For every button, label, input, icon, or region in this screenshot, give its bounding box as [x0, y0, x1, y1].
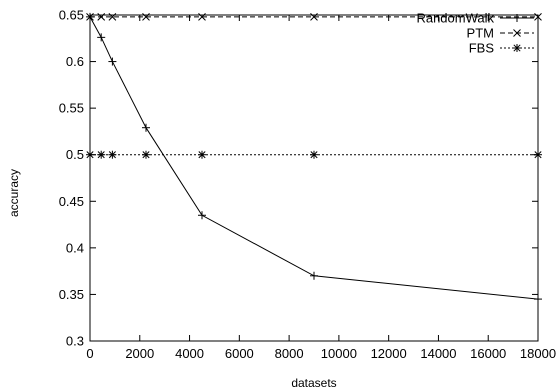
y-tick-label: 0.3 [66, 334, 84, 349]
y-tick-label: 0.45 [59, 194, 84, 209]
x-tick-label: 14000 [420, 346, 456, 361]
x-tick-label: 6000 [225, 346, 254, 361]
x-tick-label: 18000 [520, 346, 556, 361]
data-point-ptm [108, 13, 117, 21]
data-point-ptm [86, 13, 94, 21]
legend-marker-fbs [513, 44, 521, 52]
x-tick-label: 10000 [321, 346, 357, 361]
data-point-randomwalk [142, 123, 150, 132]
x-tick-label: 4000 [175, 346, 204, 361]
y-tick-label: 0.4 [66, 240, 84, 255]
legend-label-randomwalk: RandomWalk [416, 11, 494, 26]
data-point-randomwalk [97, 33, 106, 42]
x-tick-label: 12000 [371, 346, 407, 361]
data-point-randomwalk [108, 57, 117, 66]
x-tick-label: 8000 [275, 346, 304, 361]
data-point-fbs [108, 150, 117, 159]
data-point-fbs [534, 150, 542, 159]
x-tick-label: 16000 [470, 346, 506, 361]
legend-label-fbs: FBS [469, 41, 495, 56]
data-point-ptm [198, 13, 206, 21]
y-tick-label: 0.65 [59, 8, 84, 23]
y-tick-label: 0.55 [59, 101, 84, 116]
x-axis-label: datasets [291, 376, 336, 390]
data-point-fbs [310, 150, 318, 159]
x-tick-label: 0 [86, 346, 93, 361]
y-tick-label: 0.6 [66, 54, 84, 69]
data-point-ptm [142, 13, 150, 21]
data-point-randomwalk [310, 271, 318, 280]
data-point-randomwalk [198, 211, 206, 220]
y-tick-label: 0.35 [59, 287, 84, 302]
legend-marker-randomwalk [513, 14, 521, 22]
plot-border [89, 14, 539, 342]
data-point-ptm [310, 13, 318, 21]
data-point-randomwalk [534, 295, 542, 304]
y-axis-label: accuracy [7, 169, 21, 217]
plot-frame-layer [89, 14, 539, 342]
series-layer [86, 12, 542, 304]
legend-label-ptm: PTM [467, 26, 494, 41]
data-point-ptm [534, 13, 542, 21]
y-tick-label: 0.5 [66, 147, 84, 162]
data-point-fbs [198, 150, 206, 159]
data-point-fbs [142, 150, 150, 159]
x-tick-label: 2000 [125, 346, 154, 361]
data-point-fbs [86, 150, 94, 159]
axis-ticks-layer: 0 2000 4000 6000 8000 10000 12000 14000 16000 180… [59, 8, 556, 362]
legend-marker-ptm [513, 29, 521, 37]
data-point-fbs [97, 150, 106, 159]
data-point-ptm [97, 13, 106, 21]
